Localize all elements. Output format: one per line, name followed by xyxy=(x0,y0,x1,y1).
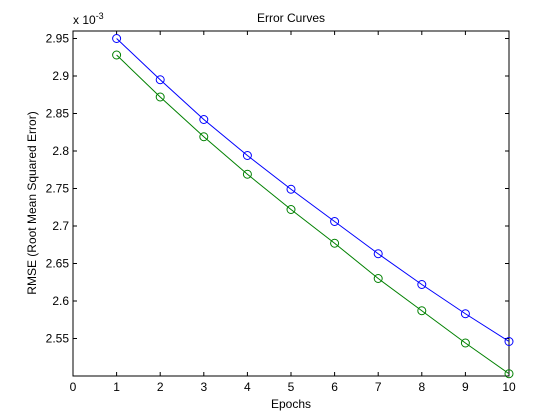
labels-layer: 0 1 2 3 4 5 6 7 8 9 10 2.55 2.6 2.65 2.7 2.75 2.8 2.85 2.9… xyxy=(46,32,516,395)
series-1-marker xyxy=(242,151,252,160)
y-tick-label: 2.9 xyxy=(52,69,69,83)
x-tick-label: 4 xyxy=(244,380,251,394)
series-line-1 xyxy=(116,38,510,342)
x-tick-label: 8 xyxy=(418,380,425,394)
series-1-marker xyxy=(504,337,514,346)
x-tick-label: 6 xyxy=(331,380,338,394)
series-2-marker xyxy=(417,306,427,316)
series-layer xyxy=(112,34,514,379)
series-2-marker xyxy=(504,369,514,379)
x-tick-label: 1 xyxy=(113,380,120,394)
y-tick-label: 2.75 xyxy=(46,182,70,196)
x-tick-label: 5 xyxy=(288,380,295,394)
y-tick-label: 2.85 xyxy=(46,107,70,121)
series-2-marker xyxy=(373,274,383,283)
series-1-marker xyxy=(199,115,209,124)
series-2-marker xyxy=(286,205,296,214)
series-1-marker xyxy=(417,280,427,289)
series-1-marker xyxy=(330,217,340,226)
x-tick-label: 10 xyxy=(502,380,516,394)
series-1-marker xyxy=(112,34,122,43)
x-tick-label: 7 xyxy=(375,380,382,394)
y-axis-multiplier-base: x 10 xyxy=(73,13,96,27)
y-tick-label: 2.8 xyxy=(52,144,69,158)
series-1-marker xyxy=(460,309,470,319)
y-tick-label: 2.6 xyxy=(52,294,69,308)
series-1-marker xyxy=(155,75,165,85)
x-axis-title: Epochs xyxy=(271,397,311,411)
y-axis-title: RMSE (Root Mean Squared Error) xyxy=(25,111,39,294)
series-1-marker xyxy=(373,249,383,259)
series-2-marker xyxy=(199,132,209,142)
x-tick-label: 3 xyxy=(200,380,207,394)
x-tick-label: 0 xyxy=(70,380,77,394)
x-tick-label: 2 xyxy=(157,380,164,394)
y-axis-multiplier: x 10-3 xyxy=(73,11,104,27)
series-2-marker xyxy=(112,50,122,60)
series-2-marker xyxy=(242,169,252,179)
series-2-marker xyxy=(155,92,165,102)
ticks-layer xyxy=(72,31,510,376)
x-tick-label: 9 xyxy=(462,380,469,394)
series-1-marker xyxy=(286,184,296,194)
y-tick-label: 2.55 xyxy=(46,332,70,346)
y-tick-label: 2.7 xyxy=(52,219,69,233)
y-axis-multiplier-exponent: -3 xyxy=(96,11,104,21)
y-tick-label: 2.95 xyxy=(46,32,70,46)
y-tick-label: 2.65 xyxy=(46,257,70,271)
plot-area xyxy=(72,30,510,377)
series-2-marker xyxy=(330,238,340,248)
chart-title: Error Curves xyxy=(257,11,325,25)
series-line-2 xyxy=(116,54,510,375)
series-2-marker xyxy=(460,338,470,348)
